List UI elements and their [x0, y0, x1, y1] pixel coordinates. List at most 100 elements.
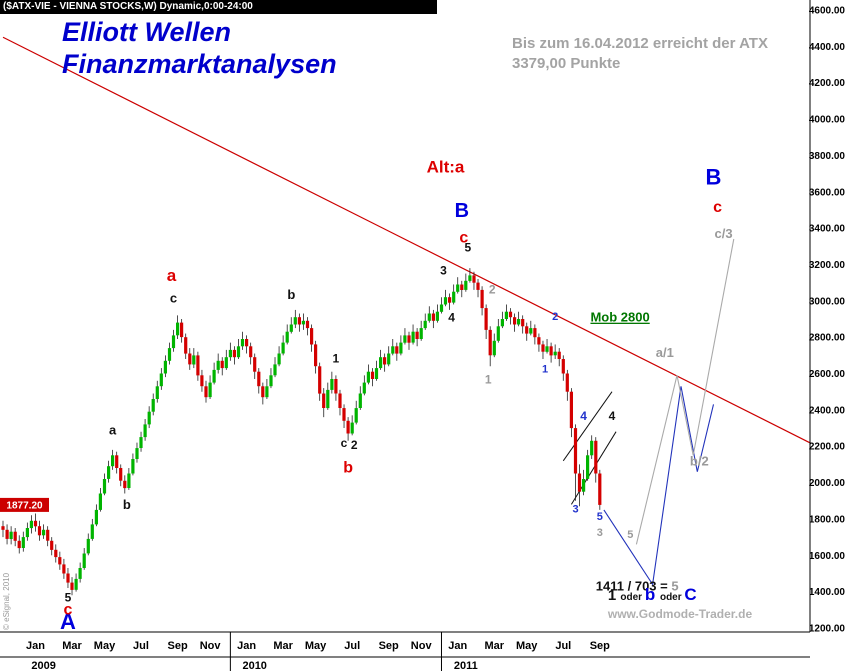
candle-body — [452, 291, 456, 303]
candle-body — [232, 349, 236, 358]
candle-body — [46, 529, 50, 541]
x-axis-month-label: Sep — [590, 640, 610, 652]
candle-body — [427, 313, 431, 321]
candle-body — [322, 393, 326, 408]
y-axis-label: 4400.00 — [809, 42, 846, 53]
candle-body — [115, 455, 119, 468]
candle-body — [9, 531, 13, 539]
wave-label: 5 — [597, 511, 603, 523]
candle-body — [289, 324, 293, 332]
candle-body — [94, 509, 98, 525]
esignal-copyright: © eSignal, 2010 — [2, 572, 11, 630]
candle-body — [472, 275, 476, 283]
y-axis-label: 1400.00 — [809, 587, 846, 598]
candle-body — [545, 346, 549, 352]
wave-label: 1 — [485, 373, 492, 387]
candle-body — [435, 311, 439, 321]
candlestick-series — [1, 268, 602, 596]
y-axis-label: 2400.00 — [809, 405, 846, 416]
candle-body — [553, 351, 557, 356]
candle-body — [318, 366, 322, 394]
candle-body — [541, 344, 545, 352]
x-axis-month-label: May — [94, 640, 116, 652]
branding: Elliott Wellen Finanzmarktanalysen — [62, 16, 337, 80]
candle-body — [431, 313, 435, 321]
candle-body — [1, 526, 5, 530]
candle-body — [123, 480, 127, 489]
candle-body — [180, 322, 184, 338]
candle-body — [374, 368, 379, 379]
wave-label: 1 — [333, 352, 340, 366]
candle-body — [310, 328, 314, 345]
wave-label: 3 — [572, 504, 578, 516]
x-axis-month-label: Sep — [168, 640, 188, 652]
candle-body — [119, 468, 123, 481]
x-axis-month-label: Mar — [485, 640, 505, 652]
y-axis-label: 2600.00 — [809, 369, 846, 380]
y-axis-label: 1200.00 — [809, 624, 846, 635]
candle-body — [42, 529, 46, 536]
candle-body — [448, 297, 452, 303]
candle-body — [586, 455, 590, 479]
wave-label: c — [341, 436, 348, 450]
candle-body — [370, 371, 375, 379]
candle-body — [167, 348, 172, 361]
candle-body — [257, 371, 261, 387]
forecast-line1: Bis zum 16.04.2012 erreicht der ATX — [512, 35, 768, 52]
wave-label: a/1 — [656, 345, 674, 360]
branding-line2: Finanzmarktanalysen — [62, 49, 337, 79]
candle-body — [208, 382, 212, 398]
candle-body — [529, 328, 533, 334]
candle-body — [212, 369, 216, 383]
candle-body — [220, 360, 224, 369]
candle-body — [366, 371, 370, 383]
candle-body — [565, 373, 569, 392]
candle-body — [330, 379, 334, 390]
x-axis-month-label: Nov — [411, 640, 433, 652]
candle-body — [533, 328, 537, 338]
window-title-bar: ($ATX-VIE - VIENNA STOCKS,W) Dynamic,0:0… — [0, 0, 437, 14]
wave-label: 4 — [609, 409, 616, 423]
candle-body — [403, 335, 407, 343]
y-axis-label: 4200.00 — [809, 78, 846, 89]
wave-label: 5 — [627, 529, 633, 541]
candle-body — [236, 346, 241, 358]
x-axis-month-label: Jan — [237, 640, 256, 652]
candle-body — [159, 373, 163, 387]
candle-body — [468, 275, 472, 281]
wave-label: c — [170, 291, 177, 306]
candle-body — [594, 440, 598, 474]
x-axis-month-label: Jul — [133, 640, 149, 652]
candle-body — [387, 353, 391, 365]
wave-label: 3 — [597, 527, 603, 539]
candle-body — [598, 473, 602, 505]
wave-label: B — [706, 165, 722, 190]
candle-body — [573, 428, 578, 474]
candle-body — [139, 437, 143, 448]
candle-body — [66, 573, 70, 583]
candle-body — [334, 379, 338, 394]
candle-body — [163, 360, 167, 374]
wave-label: 1 oder b oder C — [608, 585, 697, 604]
candle-body — [492, 340, 496, 356]
candle-body — [155, 386, 159, 399]
candle-body — [293, 317, 297, 325]
wave-label: Alt:a — [427, 158, 465, 177]
candle-body — [577, 473, 582, 492]
candle-body — [188, 353, 192, 365]
candle-body — [245, 339, 249, 347]
candle-body — [25, 528, 29, 538]
candle-body — [176, 322, 180, 336]
candle-body — [338, 393, 342, 408]
candle-body — [525, 326, 529, 334]
candle-body — [484, 308, 488, 330]
candle-body — [21, 537, 25, 548]
candle-body — [305, 320, 310, 329]
candle-body — [17, 540, 21, 549]
candle-body — [70, 582, 74, 590]
forecast-note: Bis zum 16.04.2012 erreicht der ATX 3379… — [512, 34, 768, 74]
wave-label: 4 — [580, 409, 587, 423]
candle-body — [456, 284, 460, 292]
candle-body — [33, 520, 38, 527]
